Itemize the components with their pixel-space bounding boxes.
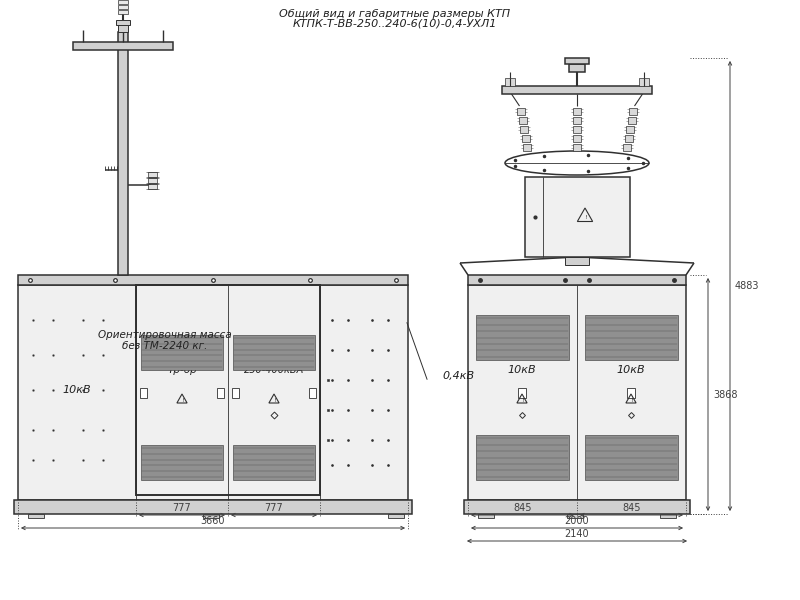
- Bar: [118, 5, 128, 9]
- Text: 777: 777: [265, 503, 283, 513]
- Bar: [523, 144, 531, 151]
- Bar: [18, 285, 408, 500]
- Bar: [525, 177, 630, 257]
- Bar: [573, 144, 581, 151]
- Bar: [148, 172, 157, 177]
- Bar: [639, 78, 649, 86]
- Text: 250-400кВА: 250-400кВА: [244, 365, 304, 375]
- Bar: [476, 315, 569, 360]
- Bar: [217, 388, 224, 398]
- Text: 2000: 2000: [565, 516, 590, 526]
- Bar: [141, 445, 223, 480]
- Bar: [148, 178, 157, 183]
- Bar: [116, 20, 130, 25]
- Text: !: !: [630, 398, 632, 403]
- Bar: [660, 514, 676, 518]
- Bar: [309, 388, 316, 398]
- Bar: [522, 135, 530, 142]
- Bar: [629, 108, 637, 115]
- Bar: [232, 388, 239, 398]
- Bar: [388, 514, 404, 518]
- Text: 4883: 4883: [735, 281, 759, 291]
- Text: 0,4кВ: 0,4кВ: [442, 371, 474, 381]
- Bar: [573, 135, 581, 142]
- Bar: [627, 117, 635, 124]
- Bar: [478, 514, 494, 518]
- Bar: [233, 335, 315, 370]
- Bar: [573, 108, 581, 115]
- Bar: [118, 32, 128, 275]
- Bar: [118, 0, 128, 4]
- Bar: [233, 445, 315, 480]
- Bar: [625, 135, 633, 142]
- Bar: [569, 64, 585, 72]
- Text: 3660: 3660: [201, 516, 226, 526]
- Text: !: !: [521, 398, 523, 403]
- Bar: [464, 500, 690, 514]
- Bar: [28, 514, 44, 518]
- Text: !: !: [181, 398, 183, 403]
- Bar: [14, 500, 412, 514]
- Bar: [573, 126, 581, 133]
- Bar: [476, 435, 569, 480]
- Bar: [502, 86, 652, 94]
- Bar: [118, 10, 128, 14]
- Bar: [520, 126, 528, 133]
- Text: 777: 777: [173, 503, 191, 513]
- Bar: [518, 117, 526, 124]
- Bar: [203, 514, 219, 518]
- Bar: [141, 335, 223, 370]
- Bar: [585, 315, 678, 360]
- Bar: [505, 78, 515, 86]
- Bar: [136, 285, 320, 495]
- Text: Тр-ор: Тр-ор: [167, 365, 197, 375]
- Bar: [627, 388, 635, 398]
- Text: 3868: 3868: [713, 389, 738, 400]
- Bar: [565, 58, 589, 64]
- Bar: [567, 514, 583, 518]
- Text: 845: 845: [514, 503, 532, 513]
- Text: 10кВ: 10кВ: [508, 365, 536, 375]
- Bar: [468, 275, 686, 285]
- Text: 10кВ: 10кВ: [617, 365, 646, 375]
- Bar: [626, 126, 634, 133]
- Bar: [573, 117, 581, 124]
- Bar: [623, 144, 631, 151]
- Text: КТПК-Т-ВВ-250..240-6(10)-0,4-УХЛ1: КТПК-Т-ВВ-250..240-6(10)-0,4-УХЛ1: [293, 19, 497, 29]
- Bar: [140, 388, 147, 398]
- Text: Ориентировочная масса: Ориентировочная масса: [98, 330, 232, 340]
- Bar: [468, 285, 686, 500]
- Bar: [18, 275, 408, 285]
- Text: !: !: [273, 398, 275, 403]
- Text: 2140: 2140: [565, 529, 590, 539]
- Bar: [518, 388, 526, 398]
- Bar: [585, 435, 678, 480]
- Text: 845: 845: [622, 503, 641, 513]
- Text: 10кВ: 10кВ: [62, 385, 91, 395]
- Bar: [517, 108, 525, 115]
- Text: Общий вид и габаритные размеры КТП: Общий вид и габаритные размеры КТП: [279, 9, 510, 19]
- Bar: [118, 25, 128, 32]
- Text: !: !: [584, 215, 586, 220]
- Text: без ТМ-2240 кг.: без ТМ-2240 кг.: [122, 341, 208, 351]
- Bar: [73, 42, 173, 50]
- Bar: [148, 184, 157, 189]
- Bar: [565, 257, 589, 265]
